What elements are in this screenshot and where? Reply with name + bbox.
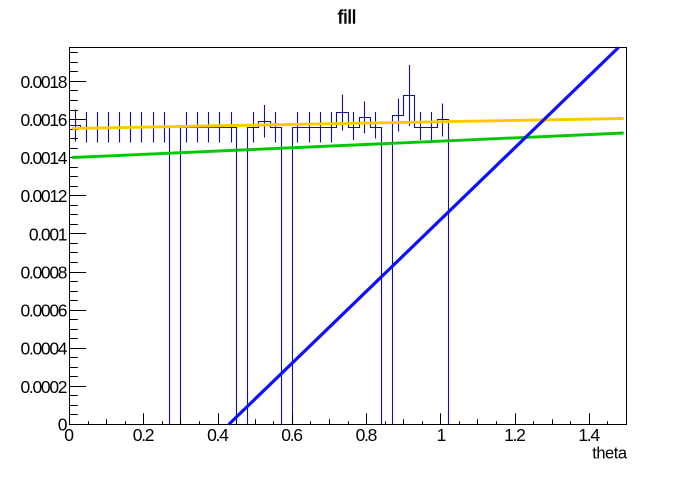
- svg-text:0: 0: [58, 414, 68, 434]
- svg-text:0.001: 0.001: [29, 224, 67, 244]
- svg-text:0.8: 0.8: [356, 425, 377, 445]
- svg-text:1: 1: [437, 425, 446, 445]
- svg-text:fill: fill: [338, 7, 356, 29]
- svg-text:0.0016: 0.0016: [20, 110, 66, 130]
- svg-text:1.2: 1.2: [504, 425, 525, 445]
- svg-text:theta: theta: [592, 445, 628, 463]
- svg-text:0.0018: 0.0018: [20, 72, 66, 92]
- svg-text:0.0006: 0.0006: [20, 301, 66, 321]
- svg-text:0.4: 0.4: [207, 425, 229, 445]
- svg-text:0.0012: 0.0012: [20, 186, 66, 206]
- svg-text:0.0004: 0.0004: [20, 339, 67, 359]
- svg-text:0.0014: 0.0014: [20, 148, 67, 168]
- svg-text:0.0002: 0.0002: [20, 377, 66, 397]
- svg-text:0: 0: [64, 425, 74, 445]
- svg-text:0.6: 0.6: [281, 425, 302, 445]
- svg-text:1.4: 1.4: [578, 425, 600, 445]
- svg-text:0.2: 0.2: [133, 425, 154, 445]
- svg-text:0.0008: 0.0008: [20, 262, 66, 282]
